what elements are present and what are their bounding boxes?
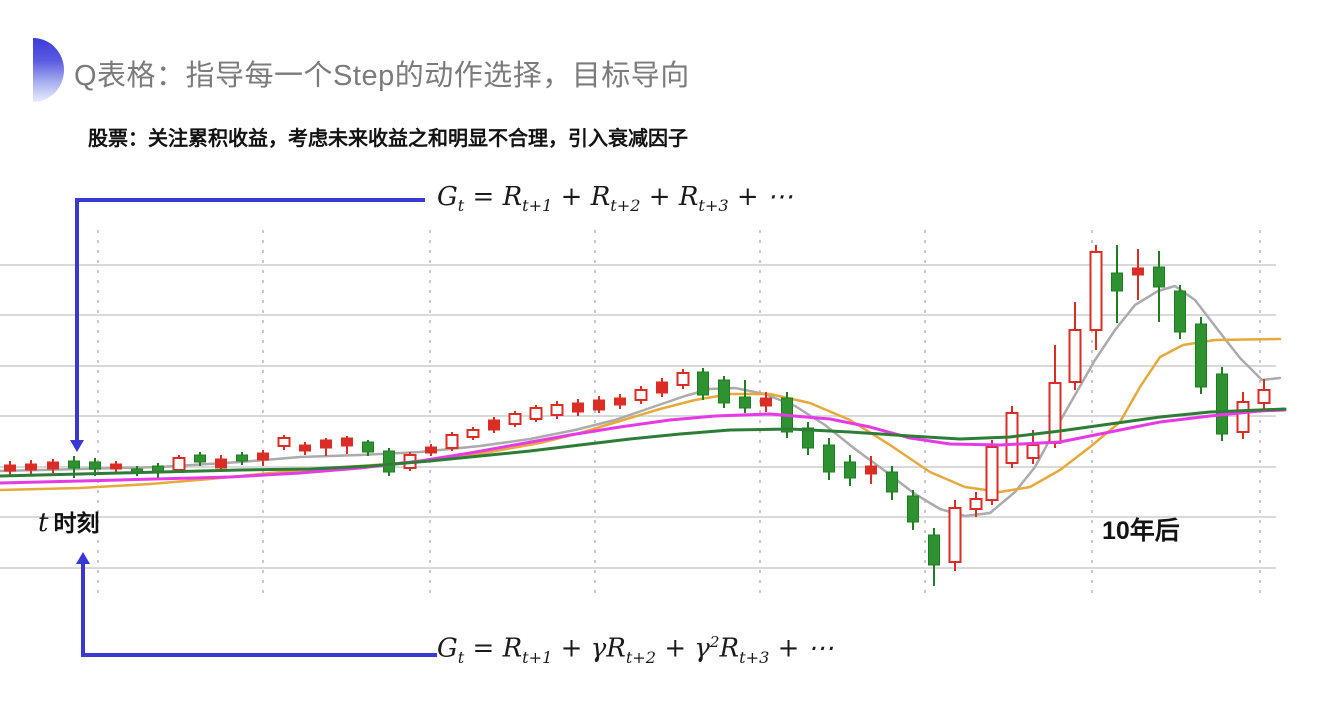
candle-flat xyxy=(656,381,668,394)
candle-flat xyxy=(488,419,500,431)
candle-flat xyxy=(215,458,227,469)
arrow-undiscounted-to-chart xyxy=(70,198,425,452)
candle-up xyxy=(529,407,543,420)
candle-flat xyxy=(1132,267,1144,276)
slide-subtitle: 股票：关注累积收益，考虑未来收益之和明显不合理，引入衰减因子 xyxy=(88,128,688,150)
candle-down xyxy=(1195,323,1207,388)
candle-down xyxy=(907,495,919,523)
candle-up xyxy=(969,498,983,510)
candle-flat xyxy=(299,444,311,452)
candle-up xyxy=(1236,401,1250,433)
arrow-discounted-to-chart-head xyxy=(76,552,90,564)
ma-lines-over xyxy=(0,407,1287,485)
candle-up xyxy=(1068,329,1082,383)
candle-down xyxy=(886,471,898,493)
ma-slowest-green xyxy=(0,407,1287,478)
candle-up xyxy=(172,457,186,471)
candle-down xyxy=(928,534,940,566)
candle-down xyxy=(1216,373,1228,435)
candle-up xyxy=(1089,251,1103,331)
candle-flat xyxy=(341,437,353,447)
candle-down xyxy=(823,444,835,473)
candle-flat xyxy=(572,402,584,413)
candle-down xyxy=(152,465,164,472)
grid-horizontal-lines xyxy=(0,264,1276,569)
arrow-undiscounted-to-chart-line xyxy=(75,198,425,441)
candle-down xyxy=(236,454,248,462)
candle-down xyxy=(739,396,751,409)
candle-up xyxy=(550,404,564,416)
candle-down xyxy=(697,371,709,396)
candle-down xyxy=(194,454,206,463)
candle-up xyxy=(634,389,648,401)
candle-down xyxy=(802,427,814,449)
candle-flat xyxy=(593,399,605,411)
arrow-discounted-to-chart xyxy=(76,552,437,657)
candle-flat xyxy=(614,397,626,406)
candle-up xyxy=(1026,444,1040,459)
label-time-t: t 时刻 xyxy=(38,504,99,538)
candle-down xyxy=(89,461,101,470)
candle-up xyxy=(445,434,459,449)
label-ten-years: 10年后 xyxy=(1102,517,1180,545)
candle-flat xyxy=(110,463,122,470)
candle-flat xyxy=(257,452,269,461)
candle-flat xyxy=(425,446,437,454)
candle-up xyxy=(948,507,962,563)
candle-flat xyxy=(320,439,332,449)
formula-undiscounted-return: Gt = Rt+1 + Rt+2 + Rt+3 + ⋯ xyxy=(437,182,793,216)
candle-down xyxy=(68,460,80,469)
candle-down xyxy=(844,461,856,479)
candle-up xyxy=(466,429,480,438)
label-time-t-text: 时刻 xyxy=(53,510,100,536)
candle-flat xyxy=(760,397,772,407)
grid-vertical-lines xyxy=(97,230,1261,598)
arrow-discounted-to-chart-line xyxy=(81,563,437,657)
candle-down xyxy=(1111,272,1123,292)
candle-up xyxy=(985,446,999,501)
label-time-t-variable: t xyxy=(38,508,49,538)
candle-flat xyxy=(4,464,16,472)
candle-down xyxy=(1153,266,1165,288)
candle-flat xyxy=(47,461,59,470)
ma-slow-magenta xyxy=(0,408,1287,485)
slide-title: Q表格：指导每一个Step的动作选择，目标导向 xyxy=(74,60,690,92)
arrow-undiscounted-to-chart-head xyxy=(70,440,84,452)
candle-down xyxy=(362,441,374,453)
candle-flat xyxy=(25,463,37,471)
candle-up xyxy=(676,372,690,386)
candle-up xyxy=(1048,382,1062,444)
candle-down xyxy=(383,450,395,473)
candle-flat xyxy=(865,465,877,475)
formula-discounted-return: Gt = Rt+1 + γRt+2 + γ2Rt+3 + ⋯ xyxy=(437,633,834,667)
candle-down xyxy=(1174,290,1186,333)
candle-up xyxy=(277,437,291,447)
candle-down xyxy=(718,379,730,404)
candle-up xyxy=(1257,389,1271,404)
candle-up xyxy=(508,413,522,425)
